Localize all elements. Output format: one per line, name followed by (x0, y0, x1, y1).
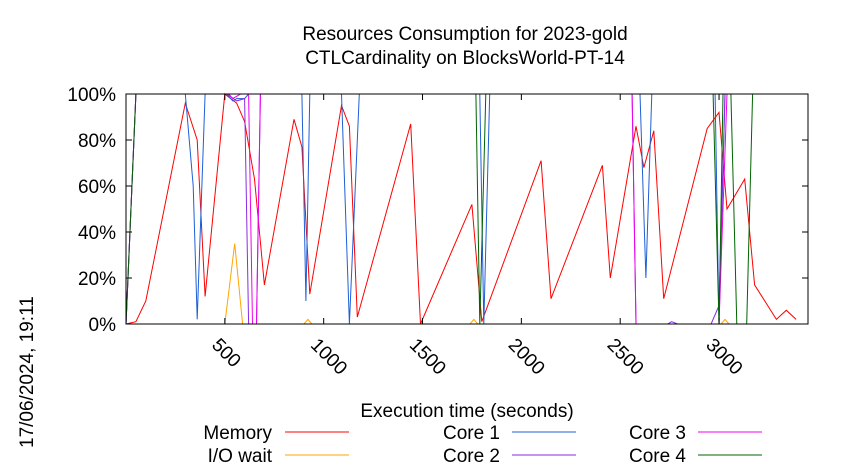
x-tick-label: 2000 (504, 335, 549, 380)
y-tick-label: 60% (78, 177, 116, 198)
series-line-core-3 (125, 93, 799, 325)
legend-label-core-4: Core 4 (629, 446, 686, 467)
y-axis-ticks: 0% 20% 40% 60% 80% 100% (67, 85, 808, 336)
series-line-core-1 (125, 93, 799, 325)
series-line-core-4 (125, 93, 799, 325)
legend-label-core-2: Core 2 (443, 446, 500, 467)
chart-title: Resources Consumption for 2023-gold (302, 24, 627, 45)
legend-label-core-3: Core 3 (629, 423, 686, 444)
x-tick-label: 1500 (405, 335, 450, 380)
y-tick-label: 100% (67, 85, 116, 106)
y-tick-label: 20% (78, 269, 116, 290)
legend-label-memory: Memory (203, 423, 272, 444)
y-tick-label: 40% (78, 223, 116, 244)
series-line-i-o-wait (126, 243, 799, 325)
x-tick-label: 3000 (702, 335, 747, 380)
x-axis-label: Execution time (seconds) (360, 401, 573, 422)
x-tick-label: 500 (207, 335, 244, 372)
plot-lines (125, 93, 799, 325)
chart-subtitle: CTLCardinality on BlocksWorld-PT-14 (305, 48, 625, 69)
plot-frame (125, 93, 809, 325)
y-tick-label: 0% (89, 315, 117, 336)
date-stamp: 17/06/2024, 19:11 (17, 296, 38, 448)
y-tick-label: 80% (78, 131, 116, 152)
x-tick-label: 2500 (603, 335, 648, 380)
series-line-core-2 (125, 93, 799, 325)
x-tick-label: 1000 (306, 335, 351, 380)
legend-label-core-1: Core 1 (443, 423, 500, 444)
series-line-memory (125, 93, 797, 325)
legend-label-i-o-wait: I/O wait (208, 446, 273, 467)
